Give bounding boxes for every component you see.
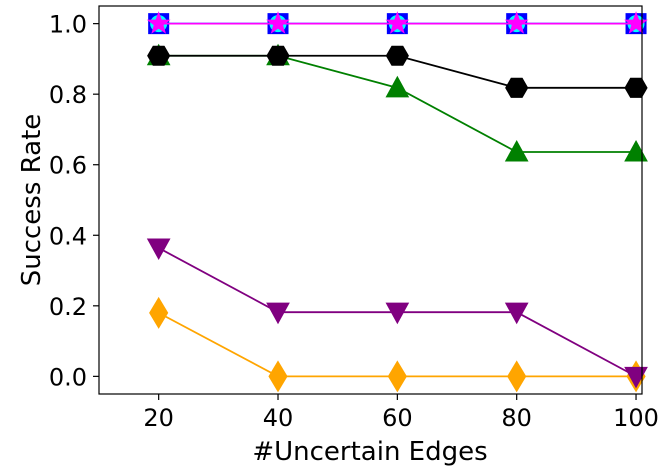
y-tick-label: 0.4 xyxy=(49,222,87,250)
data-point-hexagon xyxy=(505,77,529,98)
y-axis-label: Success Rate xyxy=(17,114,47,287)
axes-layer: 20 40 60 80 100 0.0 0.2 0.4 0.6 0.8 1.0 xyxy=(49,11,659,432)
x-tick-label: 20 xyxy=(143,404,174,432)
data-point-triangle-down xyxy=(385,302,410,325)
y-tick-label: 1.0 xyxy=(49,11,87,39)
y-tick-label: 0.8 xyxy=(49,81,87,109)
y-tick-label: 0.2 xyxy=(49,293,87,321)
data-point-star xyxy=(266,11,290,34)
data-point-hexagon xyxy=(147,45,171,66)
plot-frame xyxy=(98,5,643,395)
y-tick-label: 0.6 xyxy=(49,152,87,180)
data-point-star xyxy=(385,11,410,34)
series-layer xyxy=(146,11,648,393)
data-point-star xyxy=(624,11,648,34)
data-point-diamond xyxy=(149,296,169,329)
series-diamond xyxy=(149,296,646,393)
x-tick-label: 60 xyxy=(382,404,413,432)
x-tick-label: 80 xyxy=(501,404,532,432)
data-point-hexagon xyxy=(385,45,409,66)
data-point-diamond xyxy=(387,360,407,393)
data-point-triangle-down xyxy=(146,238,171,261)
data-point-star xyxy=(504,11,529,34)
data-point-diamond xyxy=(268,360,288,393)
y-tick-label: 0.0 xyxy=(49,363,87,391)
data-point-star xyxy=(146,11,171,34)
data-point-triangle-down xyxy=(266,302,290,325)
series-hexagon xyxy=(147,45,648,98)
data-point-triangle-up xyxy=(504,139,529,162)
data-point-triangle-up xyxy=(385,75,410,98)
x-tick-label: 40 xyxy=(263,404,294,432)
series-triangle-down xyxy=(146,238,648,389)
x-tick-label: 100 xyxy=(613,404,659,432)
data-point-hexagon xyxy=(624,77,648,98)
data-point-hexagon xyxy=(266,45,290,66)
data-point-diamond xyxy=(507,360,527,393)
data-point-triangle-down xyxy=(504,302,529,325)
x-axis-label: #Uncertain Edges xyxy=(252,437,487,467)
series-star xyxy=(146,11,648,34)
